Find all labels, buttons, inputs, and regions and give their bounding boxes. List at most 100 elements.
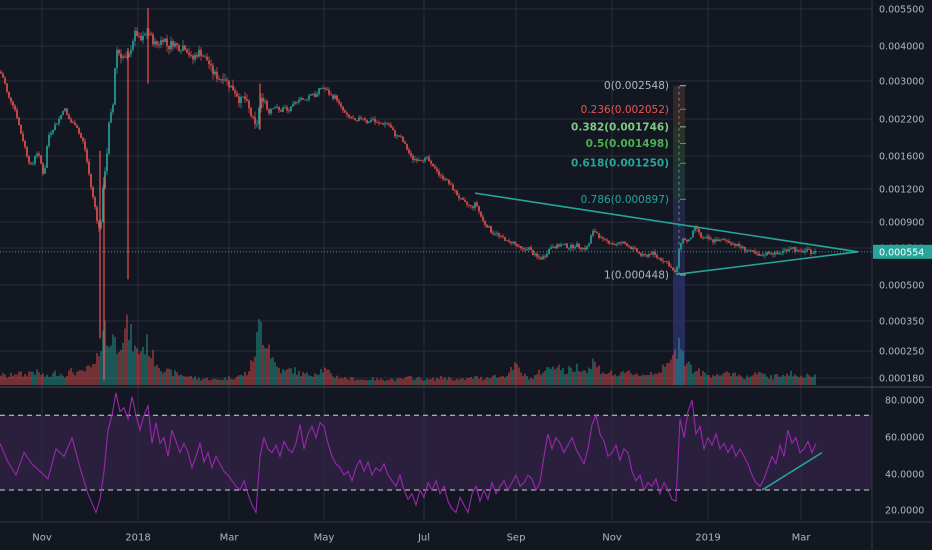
triangle-upper-line[interactable]	[474, 192, 859, 253]
candle-body-73	[146, 33, 148, 35]
volume-bar-341	[682, 350, 684, 385]
candle-body-283	[566, 243, 568, 249]
volume-bar-77	[154, 366, 156, 385]
volume-bar-380	[760, 372, 762, 385]
volume-bar-141	[282, 369, 284, 385]
candle-body-9	[18, 117, 20, 126]
rsi-tick-1: 60.0000	[885, 433, 924, 444]
volume-bar-39	[78, 370, 80, 385]
volume-bar-323	[646, 375, 648, 385]
candle-body-288	[576, 243, 578, 248]
volume-bar-160	[320, 369, 322, 385]
candle-body-36	[72, 122, 74, 124]
volume-bar-313	[626, 371, 628, 385]
volume-bar-44	[88, 365, 90, 385]
volume-bar-4	[8, 376, 10, 385]
volume-bar-102	[204, 378, 206, 385]
candle-body-378	[756, 253, 758, 255]
x-tick-1: 2018	[125, 533, 150, 544]
candle-body-356	[712, 239, 714, 243]
candle-body-28	[56, 123, 58, 125]
candle-body-182	[364, 118, 366, 121]
candle-body-311	[622, 241, 624, 244]
volume-bar-281	[562, 367, 564, 385]
candle-body-313	[626, 243, 628, 247]
volume-bar-188	[376, 378, 378, 385]
volume-bar-136	[272, 357, 274, 385]
candle-body-49	[98, 220, 100, 228]
candle-body-65	[130, 49, 132, 54]
volume-bar-179	[358, 379, 360, 385]
triangle-lower-line[interactable]	[675, 251, 859, 276]
candle-body-131	[262, 97, 264, 102]
volume-bar-30	[60, 373, 62, 385]
volume-bar-34	[68, 370, 70, 385]
candle-body-103	[206, 56, 208, 61]
fib-label-0.786: 0.786(0.000897)	[581, 194, 669, 206]
volume-bar-109	[218, 379, 220, 385]
volume-bar-41	[82, 370, 84, 385]
volume-bar-146	[292, 373, 294, 385]
volume-bar-151	[302, 371, 304, 385]
candle-body-83	[166, 38, 168, 46]
volume-bar-183	[366, 380, 368, 385]
volume-bar-302	[604, 373, 606, 385]
volume-bar-145	[290, 368, 292, 385]
candle-body-38	[76, 125, 78, 128]
volume-bar-356	[712, 375, 714, 385]
candle-body-280	[560, 244, 562, 247]
candle-body-2	[4, 77, 6, 84]
volume-bar-88	[176, 372, 178, 385]
volume-bar-131	[262, 344, 264, 385]
candle-body-176	[352, 117, 354, 119]
candle-body-317	[634, 247, 636, 249]
candle-body-240	[480, 211, 482, 217]
candle-body-379	[758, 253, 760, 256]
volume-bar-303	[606, 374, 608, 385]
candle-body-281	[562, 244, 564, 245]
candle-body-221	[442, 175, 444, 179]
candle-body-89	[178, 45, 180, 52]
candle-body-257	[514, 241, 516, 244]
candle-body-130	[260, 97, 262, 109]
volume-bar-305	[610, 370, 612, 385]
candle-body-113	[226, 79, 228, 81]
volume-bar-224	[448, 376, 450, 385]
candle-body-97	[194, 55, 196, 60]
volume-bar-285	[570, 367, 572, 385]
volume-bar-368	[736, 376, 738, 385]
candle-body-26	[52, 130, 54, 133]
volume-bar-92	[184, 376, 186, 385]
volume-bar-207	[414, 379, 416, 385]
volume-bar-238	[476, 376, 478, 385]
volume-bar-115	[230, 378, 232, 385]
volume-bar-241	[482, 380, 484, 385]
candle-body-397	[794, 247, 796, 252]
candle-body-175	[350, 117, 352, 118]
volume-bar-152	[304, 373, 306, 385]
fib-label-0: 0(0.002548)	[604, 80, 669, 92]
triangle-layer[interactable]	[474, 192, 859, 276]
volume-bar-182	[364, 379, 366, 385]
volume-bar-59	[118, 352, 120, 385]
volume-bar-159	[318, 374, 320, 385]
candle-body-59	[118, 49, 120, 54]
volume-bar-373	[746, 375, 748, 385]
candle-body-279	[558, 244, 560, 247]
volume-bar-58	[116, 353, 118, 385]
volume-bar-119	[238, 375, 240, 385]
volume-bar-290	[580, 372, 582, 385]
candle-body-68	[136, 30, 138, 36]
candle-body-258	[516, 243, 518, 246]
fibonacci-layer[interactable]: 0(0.002548) 0.236(0.002052) 0.382(0.001746…	[571, 80, 686, 281]
candle-body-23	[46, 146, 48, 168]
volume-bar-114	[228, 376, 230, 385]
candle-body-105	[210, 64, 212, 66]
volume-bar-37	[74, 375, 76, 385]
price-tick-9: 0.000350	[879, 317, 924, 328]
volume-bar-60	[120, 349, 122, 385]
rsi-trendline[interactable]	[761, 451, 823, 491]
candle-body-129	[258, 108, 260, 124]
volume-bar-168	[336, 375, 338, 385]
